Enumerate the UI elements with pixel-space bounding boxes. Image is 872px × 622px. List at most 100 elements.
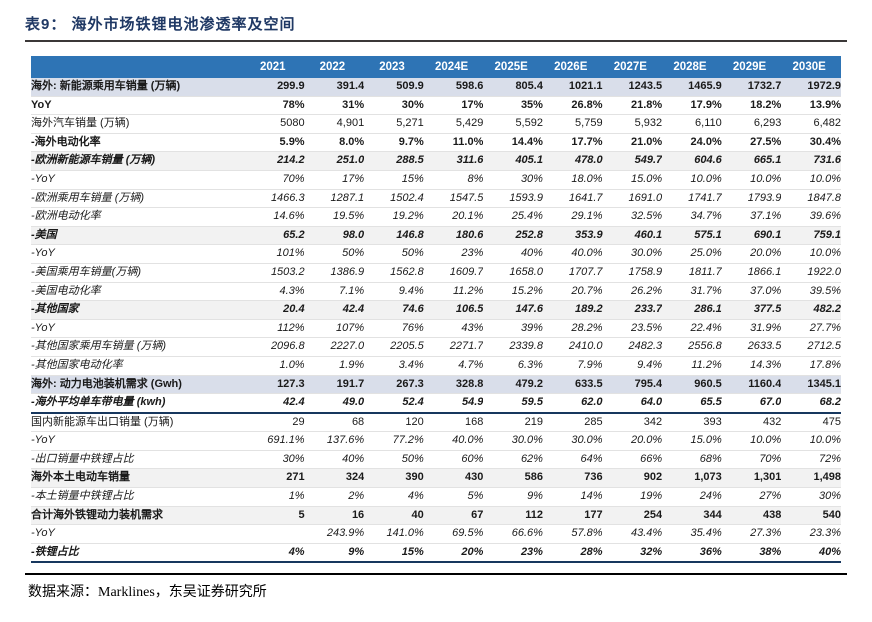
table-cell: 285 bbox=[542, 412, 603, 433]
table-cell: 66% bbox=[602, 450, 663, 470]
column-header: 2027E bbox=[602, 56, 663, 78]
table-cell: 23.3% bbox=[781, 524, 841, 544]
table-cell: 25.4% bbox=[483, 207, 543, 227]
table-cell: 18.0% bbox=[542, 170, 603, 190]
table-cell: 72% bbox=[781, 450, 841, 470]
table-cell: 36% bbox=[662, 543, 722, 564]
table-cell: 759.1 bbox=[781, 226, 841, 246]
table-cell: 393 bbox=[662, 412, 722, 433]
table-row: 合计海外铁锂动力装机需求 5 16 40 67 112 177 254 344 438 540 bbox=[31, 506, 841, 526]
table-cell: 8% bbox=[423, 170, 484, 190]
table-cell: 29.1% bbox=[542, 207, 603, 227]
row-label: 海外汽车销量 (万辆) bbox=[31, 114, 245, 134]
table-cell: 23% bbox=[483, 543, 543, 564]
table-row: -海外电动化率 5.9% 8.0% 9.7% 11.0% 14.4% 17.7% 21.0% 2… bbox=[31, 133, 841, 153]
table-cell: 69.5% bbox=[423, 524, 484, 544]
table-cell: 1% bbox=[245, 487, 305, 507]
table-row: YoY 78% 31% 30% 17% 35% 26.8% 21.8% 17.9% 18.2% 13… bbox=[31, 96, 841, 116]
table-cell: 40.0% bbox=[542, 244, 603, 264]
table-cell: 1,498 bbox=[781, 468, 841, 489]
row-label: 海外本土电动车销量 bbox=[31, 468, 245, 489]
table-row: -出口销量中铁锂占比 30% 40% 50% 60% 62% 64% 66% 68% 70% 72% bbox=[31, 450, 841, 470]
table-cell: 2205.5 bbox=[364, 337, 424, 357]
table-cell: 286.1 bbox=[662, 300, 722, 320]
table-cell: 2227.0 bbox=[304, 337, 365, 357]
table-row: -铁锂占比 4% 9% 15% 20% 23% 28% 32% 36% 38% 40% bbox=[31, 543, 841, 564]
table-cell: 19.2% bbox=[364, 207, 424, 227]
table-cell: 62% bbox=[483, 450, 543, 470]
data-source-note: 数据来源：Marklines，东吴证券研究所 bbox=[28, 585, 267, 600]
table-cell: 106.5 bbox=[423, 300, 484, 320]
table-cell: 10.0% bbox=[721, 170, 782, 190]
table-body: 海外: 新能源乘用车销量 (万辆) 299.9 391.4 509.9 598.6 805… bbox=[31, 78, 841, 564]
table-cell: 479.2 bbox=[483, 375, 543, 395]
table-cell: 16 bbox=[304, 506, 365, 526]
table-cell: 180.6 bbox=[423, 226, 484, 246]
table-cell: 5% bbox=[423, 487, 484, 507]
table-cell: 5.9% bbox=[245, 133, 305, 153]
table-cell: 1732.7 bbox=[721, 78, 782, 97]
table-cell: 1160.4 bbox=[721, 375, 782, 395]
table-cell: 460.1 bbox=[602, 226, 663, 246]
table-cell: 805.4 bbox=[483, 78, 543, 97]
table-cell: 214.2 bbox=[245, 151, 305, 171]
table-cell: 1,301 bbox=[721, 468, 782, 489]
table-cell: 26.8% bbox=[542, 96, 603, 116]
table-cell: 20.1% bbox=[423, 207, 484, 227]
column-header: 2023 bbox=[364, 56, 424, 78]
table-cell: 509.9 bbox=[364, 78, 424, 97]
table-cell: 377.5 bbox=[721, 300, 782, 320]
table-cell: 1386.9 bbox=[304, 263, 365, 283]
row-label: -YoY bbox=[31, 431, 245, 451]
table-cell: 2096.8 bbox=[245, 337, 305, 357]
table-cell: 430 bbox=[423, 468, 484, 489]
table-cell: 10.0% bbox=[721, 431, 782, 451]
table-cell: 37.0% bbox=[721, 282, 782, 302]
table-row: 海外汽车销量 (万辆) 5080 4,901 5,271 5,429 5,592 5,759… bbox=[31, 114, 841, 134]
table-cell: 299.9 bbox=[245, 78, 305, 97]
table-row: -YoY 101% 50% 50% 23% 40% 40.0% 30.0% 25.0% 20.0%… bbox=[31, 244, 841, 264]
row-label: -其他国家 bbox=[31, 300, 245, 320]
table-row: -美国 65.2 98.0 146.8 180.6 252.8 353.9 460.1 575.… bbox=[31, 226, 841, 246]
table-cell: 168 bbox=[423, 412, 484, 433]
row-label: -美国乘用车销量(万辆) bbox=[31, 263, 245, 283]
table-cell: 50% bbox=[304, 244, 365, 264]
table-cell: 11.2% bbox=[423, 282, 484, 302]
table-cell: 22.4% bbox=[662, 319, 722, 339]
table-cell: 344 bbox=[662, 506, 722, 526]
table-cell: 10.0% bbox=[781, 244, 841, 264]
table-cell: 1465.9 bbox=[662, 78, 722, 97]
table-cell: 68 bbox=[304, 412, 365, 433]
table-cell bbox=[245, 524, 305, 544]
table-cell: 598.6 bbox=[423, 78, 484, 97]
table-cell: 405.1 bbox=[483, 151, 543, 171]
title-divider-line bbox=[25, 40, 847, 42]
table-cell: 189.2 bbox=[542, 300, 603, 320]
table-cell: 68.2 bbox=[781, 393, 841, 414]
table-cell: 137.6% bbox=[304, 431, 365, 451]
table-cell: 35.4% bbox=[662, 524, 722, 544]
table-cell: 101% bbox=[245, 244, 305, 264]
column-header: 2026E bbox=[542, 56, 603, 78]
table-cell: 30% bbox=[245, 450, 305, 470]
table-row: 海外本土电动车销量 271 324 390 430 586 736 902 1,073 1,301… bbox=[31, 468, 841, 489]
table-cell: 549.7 bbox=[602, 151, 663, 171]
table-cell: 20.0% bbox=[602, 431, 663, 451]
table-row: 海外: 新能源乘用车销量 (万辆) 299.9 391.4 509.9 598.6 805… bbox=[31, 78, 841, 97]
table-cell: 67 bbox=[423, 506, 484, 526]
table-cell: 1847.8 bbox=[781, 189, 841, 209]
table-cell: 1641.7 bbox=[542, 189, 603, 209]
table-cell: 70% bbox=[245, 170, 305, 190]
row-label: -欧洲电动化率 bbox=[31, 207, 245, 227]
table-cell: 21.0% bbox=[602, 133, 663, 153]
table-cell: 219 bbox=[483, 412, 543, 433]
table-row: -美国乘用车销量(万辆) 1503.2 1386.9 1562.8 1609.7 1658… bbox=[31, 263, 841, 283]
row-label: -铁锂占比 bbox=[31, 543, 245, 564]
table-cell: 59.5 bbox=[483, 393, 543, 414]
table-cell: 8.0% bbox=[304, 133, 365, 153]
table-cell: 1287.1 bbox=[304, 189, 365, 209]
table-row: -YoY 691.1% 137.6% 77.2% 40.0% 30.0% 30.0% 20.0… bbox=[31, 431, 841, 451]
table-cell: 690.1 bbox=[721, 226, 782, 246]
table-cell: 107% bbox=[304, 319, 365, 339]
table-cell: 127.3 bbox=[245, 375, 305, 395]
